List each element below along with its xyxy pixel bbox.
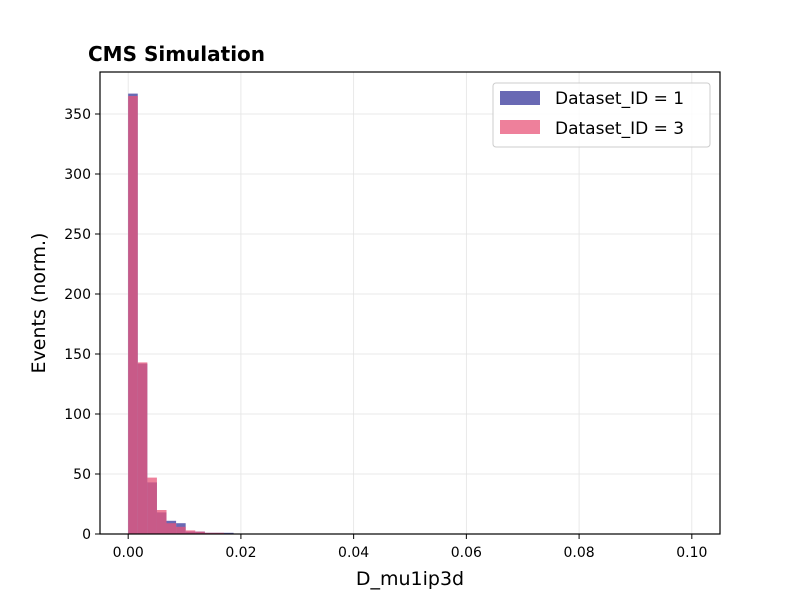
x-tick-label: 0.04 xyxy=(338,545,369,561)
y-tick-label: 350 xyxy=(64,107,91,123)
legend: Dataset_ID = 1 Dataset_ID = 3 xyxy=(492,82,711,148)
legend-label-dataset-1: Dataset_ID = 1 xyxy=(555,89,684,109)
x-tick-label: 0.02 xyxy=(225,545,256,561)
legend-swatch-dataset-1 xyxy=(500,91,540,105)
x-tick-label: 0.08 xyxy=(564,545,595,561)
y-axis-label: Events (norm.) xyxy=(28,233,50,374)
chart-title: CMS Simulation xyxy=(88,42,265,66)
histogram-bar-series-1 xyxy=(147,477,157,534)
histogram-bar-series-1 xyxy=(166,523,177,534)
histogram-bar-series-1 xyxy=(156,510,167,534)
y-tick-label: 250 xyxy=(64,227,91,243)
x-axis-label: D_mu1ip3d xyxy=(356,568,464,590)
x-tick-label: 0.10 xyxy=(676,545,707,561)
histogram-bar-series-1 xyxy=(137,362,148,534)
histogram-bar-series-1 xyxy=(128,96,138,534)
legend-swatch-dataset-3 xyxy=(500,120,540,134)
y-tick-label: 50 xyxy=(73,467,91,483)
y-tick-label: 100 xyxy=(64,407,91,423)
legend-box xyxy=(492,82,711,148)
axis-ticks: 0.00 0.02 0.04 0.06 0.08 0.10 0 50 100 150 200 250 3… xyxy=(64,107,707,561)
y-tick-label: 200 xyxy=(64,287,91,303)
x-tick-label: 0.00 xyxy=(113,545,144,561)
histogram-bar-series-1 xyxy=(176,526,186,534)
histogram-bar-series-1 xyxy=(195,531,205,534)
legend-label-dataset-3: Dataset_ID = 3 xyxy=(555,119,684,139)
plot-frame xyxy=(99,71,721,535)
y-tick-label: 150 xyxy=(64,347,91,363)
y-tick-label: 0 xyxy=(82,527,91,543)
histogram-bars xyxy=(128,93,234,534)
y-tick-label: 300 xyxy=(64,167,91,183)
histogram-bar-series-1 xyxy=(185,530,196,534)
grid-lines xyxy=(100,72,720,535)
x-tick-label: 0.06 xyxy=(451,545,482,561)
